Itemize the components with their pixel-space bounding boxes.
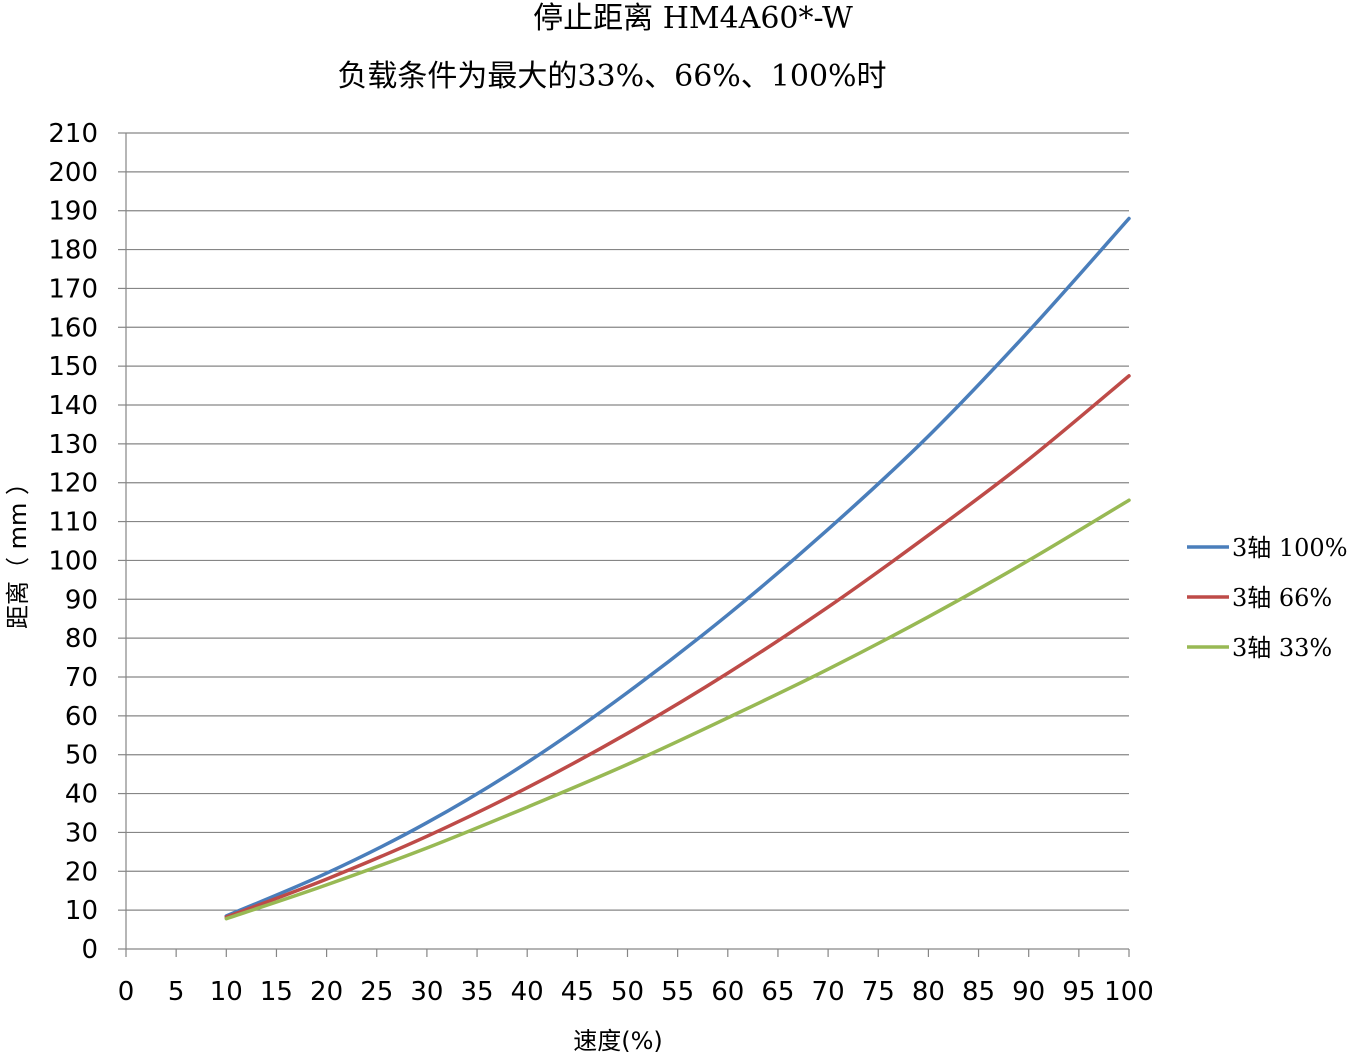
x-tick-label: 50 [611,977,644,1007]
y-axis-label: 距离（ mm ） [4,471,32,629]
legend-item: 3轴 66% [1187,584,1332,612]
legend: 3轴 100% 3轴 66% 3轴 33% [1187,534,1348,662]
y-tick-label: 30 [65,818,98,848]
series-lines [224,216,1131,921]
legend-item: 3轴 33% [1187,634,1332,662]
legend-label: 3轴 100% [1232,534,1348,562]
y-tick-label: 130 [48,430,98,460]
x-tick-label: 40 [511,977,544,1007]
y-tick-label: 0 [81,935,98,965]
y-tick-label: 100 [48,546,98,576]
x-tick-label: 25 [360,977,393,1007]
x-tick-label: 0 [118,977,135,1007]
x-axis-label: 速度(%) [573,1027,663,1054]
x-tick-label: 30 [410,977,443,1007]
x-tick-label: 70 [812,977,845,1007]
y-tick-label: 140 [48,391,98,421]
x-tick-label: 95 [1062,977,1095,1007]
legend-label: 3轴 66% [1232,584,1332,612]
x-tick-label: 90 [1012,977,1045,1007]
y-tick-label: 150 [48,352,98,382]
y-tick-label: 20 [65,857,98,887]
x-tick-label: 20 [310,977,343,1007]
y-tick-label: 80 [65,624,98,654]
x-tick-label: 75 [862,977,895,1007]
y-tick-label: 190 [48,197,98,227]
x-tick-labels: 0 5 10 15 20 25 30 35 40 45 50 55 60 65 70 75 80 85 90 95 10… [118,977,1154,1007]
y-tick-label: 180 [48,236,98,266]
series-line-3 [224,498,1131,921]
legend-item: 3轴 100% [1187,534,1348,562]
y-tick-label: 210 [48,119,98,149]
series-line-2 [224,374,1131,919]
axes [118,132,1130,957]
chart-subtitle: 负载条件为最大的33%、66%、100%时 [337,59,886,94]
y-tick-label: 160 [48,313,98,343]
y-tick-label: 120 [48,469,98,499]
x-tick-label: 15 [260,977,293,1007]
y-tick-label: 40 [65,780,98,810]
x-tick-label: 55 [661,977,694,1007]
x-tick-label: 85 [962,977,995,1007]
y-tick-label: 10 [65,896,98,926]
x-tick-label: 80 [912,977,945,1007]
y-tick-label: 200 [48,158,98,188]
x-tick-label: 5 [168,977,185,1007]
y-tick-label: 170 [48,274,98,304]
x-tick-label: 100 [1104,977,1154,1007]
y-tick-label: 110 [48,508,98,538]
x-tick-label: 10 [210,977,243,1007]
y-tick-label: 90 [65,585,98,615]
y-tick-label: 60 [65,702,98,732]
x-tick-label: 65 [761,977,794,1007]
x-tick-label: 35 [461,977,494,1007]
x-tick-label: 60 [711,977,744,1007]
gridlines [126,132,1129,911]
y-tick-labels: 0 10 20 30 40 50 60 70 80 90 100 110 120 130 140 150 160… [48,119,98,965]
y-tick-label: 50 [65,741,98,771]
series-line-1 [224,216,1131,918]
x-tick-label: 45 [561,977,594,1007]
legend-label: 3轴 33% [1232,634,1332,662]
chart-title: 停止距离 HM4A60*-W [533,1,853,36]
y-tick-label: 70 [65,663,98,693]
